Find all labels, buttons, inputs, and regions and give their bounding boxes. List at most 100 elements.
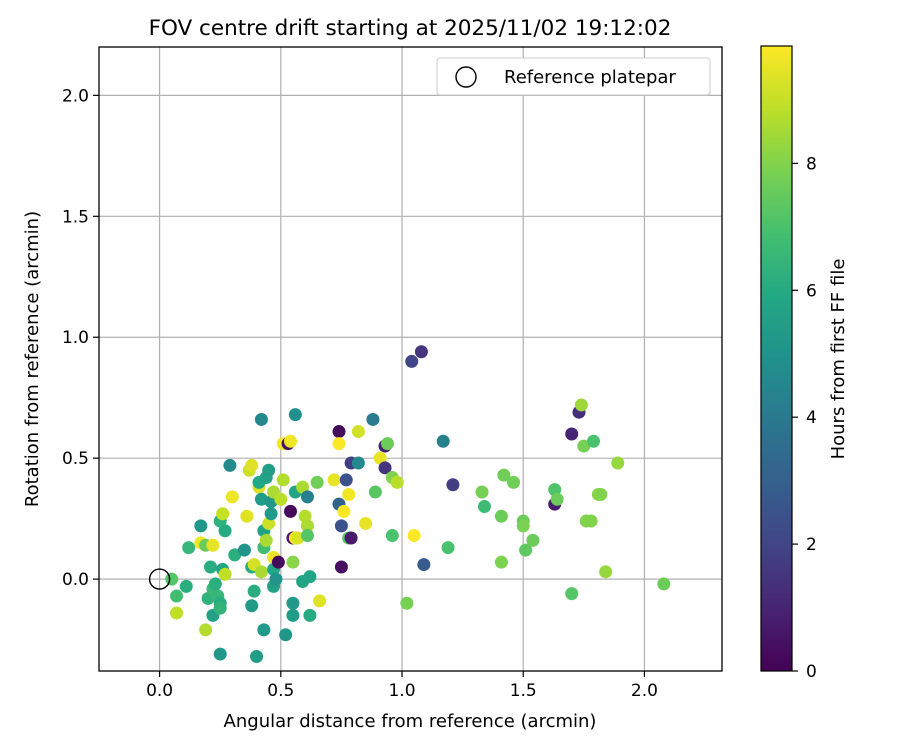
data-point [516, 519, 530, 533]
data-point [204, 560, 218, 574]
y-tick-label: 2.0 [62, 86, 89, 106]
data-point [577, 439, 591, 453]
data-point [441, 541, 455, 555]
data-point [373, 451, 387, 465]
data-point [519, 543, 533, 557]
data-point [216, 507, 230, 521]
data-point [218, 524, 232, 538]
data-point [254, 412, 268, 426]
data-point [400, 596, 414, 610]
legend-label: Reference platepar [504, 67, 676, 88]
data-point [344, 531, 358, 545]
data-point [264, 507, 278, 521]
data-point [574, 398, 588, 412]
data-point [228, 548, 242, 562]
data-point [279, 628, 293, 642]
data-point [339, 473, 353, 487]
chart-title: FOV centre drift starting at 2025/11/02 … [149, 16, 672, 41]
data-point [351, 425, 365, 439]
data-point [477, 500, 491, 514]
data-point [170, 589, 184, 603]
data-point [417, 558, 431, 572]
data-point [296, 480, 310, 494]
data-point [199, 623, 213, 637]
data-point [254, 565, 268, 579]
data-point [611, 456, 625, 470]
data-points [165, 345, 671, 663]
y-axis-label: Rotation from reference (arcmin) [22, 211, 43, 507]
data-point [497, 468, 511, 482]
data-point [303, 570, 317, 584]
data-point [208, 577, 222, 591]
data-point [378, 461, 392, 475]
data-point [245, 599, 259, 613]
data-point [300, 490, 314, 504]
y-tick-label: 0.5 [62, 449, 89, 469]
data-point [286, 596, 300, 610]
data-point [494, 555, 508, 569]
data-point [584, 514, 598, 528]
data-point [550, 492, 564, 506]
x-tick-label: 1.5 [510, 681, 537, 701]
data-point [351, 456, 365, 470]
data-point [657, 577, 671, 591]
data-point [165, 572, 179, 586]
data-point [245, 458, 259, 472]
data-point [206, 538, 220, 552]
colorbar: 0 2 4 6 8 Hours from first FF file [760, 45, 849, 682]
colorbar-ticks: 0 2 4 6 8 [792, 154, 817, 682]
data-point [565, 587, 579, 601]
x-axis-ticks: 0.0 0.5 1.0 1.5 2.0 [146, 671, 658, 701]
legend: Reference platepar [436, 57, 711, 96]
data-point [247, 584, 261, 598]
data-point [284, 434, 298, 448]
data-point [494, 509, 508, 523]
data-point [276, 473, 290, 487]
y-tick-label: 0.0 [62, 570, 89, 590]
data-point [170, 606, 184, 620]
data-point [565, 427, 579, 441]
data-point [300, 519, 314, 533]
data-point [407, 529, 421, 543]
x-tick-label: 0.5 [267, 681, 294, 701]
data-point [342, 487, 356, 501]
data-point [262, 463, 276, 477]
data-point [332, 437, 346, 451]
data-point [436, 434, 450, 448]
data-point [475, 485, 489, 499]
data-point [271, 555, 285, 569]
colorbar-tick-label: 4 [806, 408, 817, 428]
data-point [300, 529, 314, 543]
data-point [405, 354, 419, 368]
x-tick-label: 0.0 [146, 681, 173, 701]
legend-marker-icon [455, 66, 477, 88]
data-point [288, 408, 302, 422]
data-point [414, 345, 428, 359]
data-point [179, 579, 193, 593]
data-point [526, 533, 540, 547]
data-point [446, 478, 460, 492]
data-point [225, 490, 239, 504]
data-point [385, 529, 399, 543]
data-point [327, 473, 341, 487]
y-axis-ticks: 0.0 0.5 1.0 1.5 2.0 [62, 86, 99, 590]
data-point [368, 485, 382, 499]
colorbar-label: Hours from first FF file [828, 259, 849, 460]
x-tick-label: 1.0 [388, 681, 415, 701]
colorbar-gradient [760, 45, 793, 672]
y-tick-label: 1.5 [62, 207, 89, 227]
legend-box [436, 57, 711, 96]
data-point [223, 458, 237, 472]
reference-platepar-point [148, 568, 171, 590]
data-point [218, 567, 232, 581]
data-point [380, 437, 394, 451]
data-point [182, 541, 196, 555]
x-tick-label: 2.0 [631, 681, 658, 701]
data-point [599, 565, 613, 579]
data-point [332, 425, 346, 439]
colorbar-tick-label: 2 [806, 535, 817, 555]
colorbar-tick-label: 0 [806, 662, 817, 682]
data-point [284, 504, 298, 518]
data-point [259, 533, 273, 547]
